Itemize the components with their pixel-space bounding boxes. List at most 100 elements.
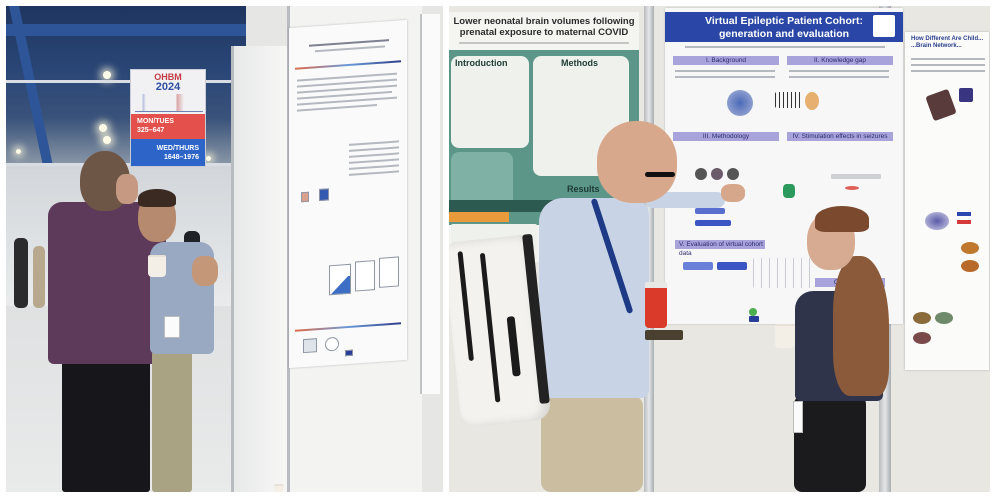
backpack-strap bbox=[479, 252, 501, 403]
legend-blue bbox=[957, 212, 971, 216]
glasses bbox=[645, 172, 675, 177]
section-methodology: III. Methodology bbox=[673, 132, 779, 141]
brain-scan bbox=[695, 168, 707, 180]
ceiling-beam bbox=[6, 24, 246, 36]
institution-logo bbox=[873, 15, 895, 37]
intro-box bbox=[451, 56, 529, 148]
poster-text-line bbox=[911, 70, 985, 72]
eu-flag-logo bbox=[749, 316, 759, 322]
figure-bar bbox=[717, 262, 747, 270]
logo bbox=[303, 338, 317, 354]
poster-left-photo bbox=[289, 19, 407, 369]
brain-activity-figure bbox=[775, 92, 801, 108]
banner-day-label: MON/TUES bbox=[137, 118, 174, 125]
poster-chart bbox=[329, 263, 351, 296]
poster-text-line bbox=[789, 70, 889, 72]
banner-logo: OHBM bbox=[154, 72, 182, 82]
section-heading-results: Results bbox=[567, 184, 600, 194]
poster-title-line2: prenatal exposure to maternal COVID bbox=[459, 27, 629, 38]
brain-figure bbox=[961, 242, 979, 254]
section-heading-introduction: Introduction bbox=[455, 58, 508, 68]
brain-electrode-figure bbox=[727, 90, 753, 116]
poster-title-line1: How Different Are Child... bbox=[911, 36, 984, 42]
conference-banner: OHBM 2024 MON/TUES 325–647 WED/THURS 164… bbox=[130, 69, 206, 167]
poster-text-line bbox=[789, 76, 889, 78]
coffee-cup bbox=[148, 255, 166, 277]
poster-color-stripe bbox=[295, 60, 401, 70]
banner-year: 2024 bbox=[155, 81, 181, 93]
partition-pole bbox=[644, 6, 654, 492]
brain-figure bbox=[913, 312, 931, 324]
dark-trousers bbox=[62, 352, 150, 492]
poster-text-line bbox=[315, 45, 385, 53]
ceiling-light bbox=[103, 136, 111, 144]
bystander bbox=[14, 238, 28, 308]
hair-top bbox=[815, 206, 869, 232]
partner-logo bbox=[749, 308, 757, 316]
poster-authors bbox=[685, 46, 885, 48]
green-brain-figure bbox=[783, 184, 795, 198]
poster-text-line bbox=[675, 70, 775, 72]
face bbox=[116, 174, 138, 204]
bald-head bbox=[597, 121, 677, 203]
poster-text-line bbox=[349, 170, 399, 176]
backpack-strap bbox=[457, 251, 474, 362]
banner-poster-range: 325–647 bbox=[137, 127, 165, 134]
banner-mon-tues: MON/TUES 325–647 bbox=[131, 114, 205, 139]
khaki-trousers bbox=[152, 351, 192, 492]
poster-text-line bbox=[297, 103, 377, 112]
eu-flag-logo bbox=[345, 349, 353, 357]
black-trousers bbox=[794, 396, 866, 492]
poster-color-stripe bbox=[295, 322, 401, 332]
poster-text-line bbox=[349, 152, 399, 158]
figure-highlight bbox=[845, 186, 859, 190]
cup-on-floor bbox=[274, 484, 284, 492]
hair bbox=[138, 189, 176, 207]
poster-text-line bbox=[349, 146, 399, 152]
khaki-trousers bbox=[541, 396, 643, 492]
poster-title: Lower neonatal brain volumes following p… bbox=[449, 16, 639, 38]
network-figure bbox=[925, 212, 949, 230]
results-chart bbox=[753, 258, 813, 288]
coffee-cup bbox=[775, 324, 795, 348]
section-evaluation: V. Evaluation of virtual cohort data bbox=[675, 240, 765, 257]
section-background: I. Background bbox=[673, 56, 779, 65]
brain-figure bbox=[959, 88, 973, 102]
poster-brain-network: How Different Are Child... ...Brain Netw… bbox=[905, 32, 989, 370]
poster-text-line bbox=[675, 76, 775, 78]
brain-figure bbox=[925, 88, 957, 122]
light-blue-shirt bbox=[539, 198, 649, 398]
legend-red bbox=[957, 220, 971, 224]
banner-wed-thurs: WED/THURS 1648–1976 bbox=[131, 139, 205, 166]
name-badge bbox=[793, 401, 803, 433]
section-stimulation-effects: IV. Stimulation effects in seizures bbox=[787, 132, 893, 141]
poster-title: How Different Are Child... ...Brain Netw… bbox=[911, 36, 989, 50]
figure-bar bbox=[695, 208, 725, 214]
poster-figure bbox=[301, 191, 309, 203]
poster-text-line bbox=[349, 158, 399, 164]
brain-figure bbox=[913, 332, 931, 344]
adjacent-poster-edge bbox=[420, 14, 440, 394]
poster-title-line2: ...Brain Network... bbox=[911, 43, 962, 49]
ceiling-light bbox=[206, 156, 211, 161]
poster-text-line bbox=[911, 64, 985, 66]
brain-scan bbox=[727, 168, 739, 180]
name-badge bbox=[164, 316, 180, 338]
banner-day-label: WED/THURS bbox=[156, 145, 199, 152]
poster-chart bbox=[379, 256, 399, 288]
poster-text-line bbox=[349, 140, 399, 146]
ceiling-light bbox=[16, 149, 21, 154]
section-knowledge-gap: II. Knowledge gap bbox=[787, 56, 893, 65]
poster-title-line1: Lower neonatal brain volumes following bbox=[453, 16, 635, 27]
hand bbox=[192, 256, 218, 286]
poster-title-line2: generation and evaluation bbox=[718, 28, 850, 40]
data-table bbox=[451, 152, 513, 208]
banner-poster-range: 1648–1976 bbox=[163, 154, 199, 161]
pointing-hand bbox=[721, 184, 745, 202]
right-photo: Lower neonatal brain volumes following p… bbox=[449, 6, 990, 492]
backpack-handle bbox=[506, 316, 521, 377]
red-thermos bbox=[645, 282, 667, 328]
bystander bbox=[33, 246, 45, 308]
poster-figure bbox=[319, 188, 329, 202]
poster-title-line1: Virtual Epileptic Patient Cohort: bbox=[705, 15, 863, 27]
